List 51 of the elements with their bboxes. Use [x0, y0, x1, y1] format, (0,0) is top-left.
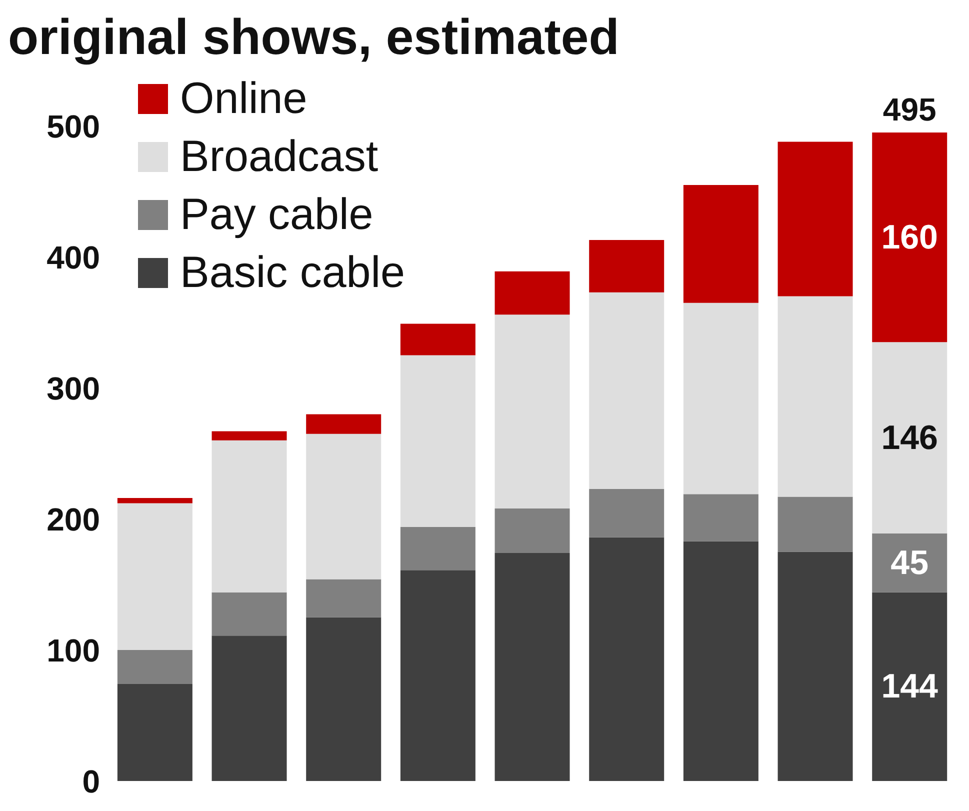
data-label: 144: [881, 668, 938, 706]
bar: [400, 355, 476, 527]
bar: [117, 650, 192, 684]
bar: [589, 537, 664, 781]
bar: [306, 434, 382, 580]
y-tick-label: 200: [46, 501, 100, 538]
bar: [400, 324, 476, 356]
bar: [212, 592, 287, 636]
y-tick-label: 400: [46, 239, 100, 276]
bar: [306, 579, 382, 618]
bar: [494, 314, 570, 509]
total-label: 495: [882, 92, 936, 128]
bar: [872, 132, 948, 342]
bar: [306, 617, 382, 781]
y-tick-label: 100: [46, 632, 100, 668]
bar: [494, 271, 570, 315]
bar: [683, 302, 758, 494]
bar: [589, 240, 664, 292]
bar: [306, 414, 382, 434]
bar: [494, 508, 570, 554]
data-label: 146: [881, 418, 938, 457]
bar: [212, 440, 287, 592]
y-tick-label: 300: [46, 370, 100, 406]
bar: [683, 494, 758, 542]
bar: [589, 292, 664, 489]
bar: [212, 431, 287, 440]
bar: [117, 498, 192, 504]
bar: [778, 296, 853, 497]
chart-title: original shows, estimated: [8, 8, 620, 66]
data-label: 160: [881, 218, 938, 256]
legend-label: Broadcast: [180, 132, 378, 182]
bar: [117, 503, 192, 650]
legend-label: Pay cable: [180, 190, 374, 240]
bar: [589, 488, 664, 538]
bar: [494, 553, 570, 781]
bar: [778, 142, 853, 296]
bar: [778, 552, 853, 781]
bar: [872, 592, 948, 781]
bar: [212, 636, 287, 781]
bar: [117, 684, 192, 781]
legend-label: Basic cable: [180, 248, 406, 298]
bar: [683, 184, 758, 303]
bar: [400, 526, 476, 570]
legend-label: Online: [180, 74, 308, 124]
data-label: 45: [890, 544, 929, 582]
bar: [778, 496, 853, 552]
bar: [400, 570, 476, 781]
bar: [872, 342, 948, 534]
y-tick-label: 0: [82, 763, 100, 800]
y-tick-label: 500: [46, 108, 100, 144]
bar: [683, 541, 758, 781]
